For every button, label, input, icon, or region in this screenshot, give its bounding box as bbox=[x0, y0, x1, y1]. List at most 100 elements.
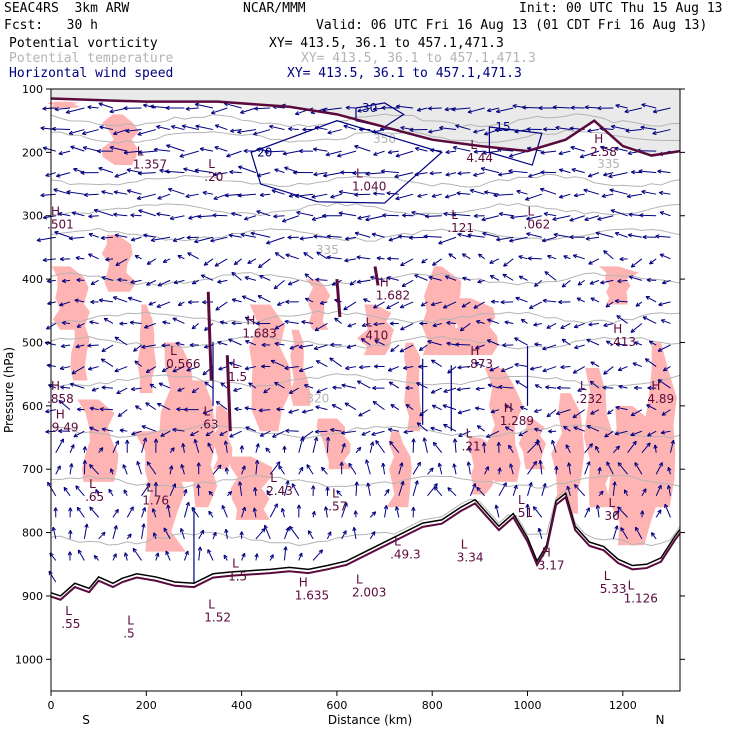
wind-vector-head bbox=[603, 325, 608, 328]
x-tick-label: 200 bbox=[136, 699, 157, 712]
wind-vector-head bbox=[418, 364, 423, 368]
wind-vector bbox=[649, 258, 657, 265]
wind-vector bbox=[664, 503, 671, 518]
wind-vector-head bbox=[167, 504, 171, 509]
wind-vector-head bbox=[288, 389, 292, 394]
wind-vector bbox=[256, 210, 271, 217]
wind-vector bbox=[255, 460, 258, 475]
wind-vector bbox=[233, 387, 242, 392]
wind-vector-head bbox=[528, 176, 533, 178]
wind-vector-head bbox=[537, 528, 540, 533]
wind-vector bbox=[443, 387, 457, 393]
wind-vector-head bbox=[271, 189, 276, 194]
wind-vector bbox=[629, 276, 643, 281]
wind-vector bbox=[371, 233, 385, 238]
wind-vector-head bbox=[381, 105, 386, 109]
wind-vector-head bbox=[508, 170, 513, 174]
wind-vector-head bbox=[46, 364, 51, 368]
wind-vector-head bbox=[595, 445, 600, 449]
wind-vector-head bbox=[419, 322, 424, 326]
wind-vector bbox=[101, 386, 113, 389]
wind-vector bbox=[284, 320, 299, 324]
wind-vector-head bbox=[186, 237, 191, 240]
wind-vector bbox=[612, 510, 620, 518]
wind-vector bbox=[112, 440, 119, 453]
wind-vector bbox=[83, 523, 88, 540]
wind-vector-head bbox=[433, 483, 438, 486]
wind-vector-head bbox=[165, 169, 170, 172]
wind-vector bbox=[560, 366, 571, 368]
wind-vector-head bbox=[339, 461, 343, 466]
wind-vector bbox=[573, 254, 585, 260]
wind-vector-head bbox=[157, 195, 161, 200]
wind-vector-head bbox=[141, 523, 145, 528]
pv-fill-region bbox=[583, 367, 616, 508]
wind-vector-head bbox=[586, 461, 590, 465]
low-marker: L bbox=[203, 404, 210, 418]
wind-vector-head bbox=[91, 387, 96, 392]
wind-vector-head bbox=[244, 218, 249, 221]
extremum: L30 bbox=[605, 496, 620, 523]
wind-vector-head bbox=[285, 480, 289, 484]
wind-vector-head bbox=[126, 189, 131, 194]
wind-vector bbox=[615, 406, 628, 411]
wind-vector-head bbox=[395, 198, 400, 201]
wind-vector-head bbox=[432, 442, 435, 447]
wind-vector-head bbox=[202, 190, 207, 193]
wind-vector-head bbox=[105, 259, 110, 262]
wind-vector-head bbox=[298, 346, 303, 349]
wind-vector-head bbox=[316, 389, 320, 393]
wind-vector-head bbox=[545, 386, 550, 390]
wind-vector-head bbox=[58, 151, 63, 155]
wind-vector bbox=[662, 279, 671, 284]
wind-vector-head bbox=[405, 385, 410, 389]
wind-vector bbox=[645, 295, 657, 303]
wind-vector-head bbox=[190, 432, 194, 436]
wind-vector-head bbox=[320, 549, 324, 554]
wind-vector bbox=[240, 107, 257, 114]
wind-vector-head bbox=[477, 425, 482, 427]
wind-vector bbox=[146, 366, 157, 373]
wind-vector-head bbox=[555, 410, 560, 415]
wind-vector bbox=[630, 430, 643, 436]
wind-vector bbox=[416, 422, 428, 432]
wind-vector-head bbox=[150, 240, 155, 243]
wind-vector-head bbox=[521, 106, 526, 110]
wind-vector-head bbox=[418, 366, 423, 369]
wind-vector-head bbox=[478, 253, 483, 256]
wind-vector-head bbox=[395, 105, 400, 109]
wind-vector-head bbox=[595, 232, 600, 236]
wind-vector bbox=[311, 215, 328, 221]
wind-vector-head bbox=[514, 362, 519, 365]
wind-vector-head bbox=[229, 491, 233, 496]
wind-vector bbox=[90, 279, 99, 285]
wind-vector-head bbox=[610, 209, 615, 214]
theta-contour bbox=[50, 129, 681, 144]
wind-vector-head bbox=[603, 372, 608, 375]
wind-vector bbox=[113, 191, 128, 195]
wind-vector bbox=[163, 527, 171, 540]
wind-vector-head bbox=[259, 192, 264, 196]
wind-vector-head bbox=[214, 262, 218, 267]
wind-vector bbox=[433, 486, 443, 497]
wind-vector-head bbox=[173, 240, 178, 243]
wind-vector-head bbox=[533, 322, 538, 326]
wind-vector-head bbox=[514, 131, 519, 134]
wind-vector bbox=[388, 366, 400, 372]
wind-vector-head bbox=[599, 467, 602, 472]
extremum-value: .410 bbox=[362, 329, 389, 343]
wind-vector-head bbox=[180, 464, 182, 469]
wind-vector-head bbox=[198, 462, 201, 467]
wind-vector-head bbox=[256, 173, 261, 177]
wind-vector bbox=[520, 318, 528, 324]
wind-vector-head bbox=[67, 551, 71, 556]
extremum: L2.003 bbox=[352, 572, 386, 599]
wind-vector bbox=[456, 387, 471, 391]
wind-vector-head bbox=[131, 239, 136, 242]
wind-vector-head bbox=[71, 211, 77, 213]
wind-vector-head bbox=[509, 238, 513, 242]
wind-vector bbox=[640, 126, 657, 131]
wind-vector bbox=[272, 430, 285, 438]
wind-vector-head bbox=[411, 506, 414, 511]
surface-pv-line bbox=[50, 495, 681, 601]
